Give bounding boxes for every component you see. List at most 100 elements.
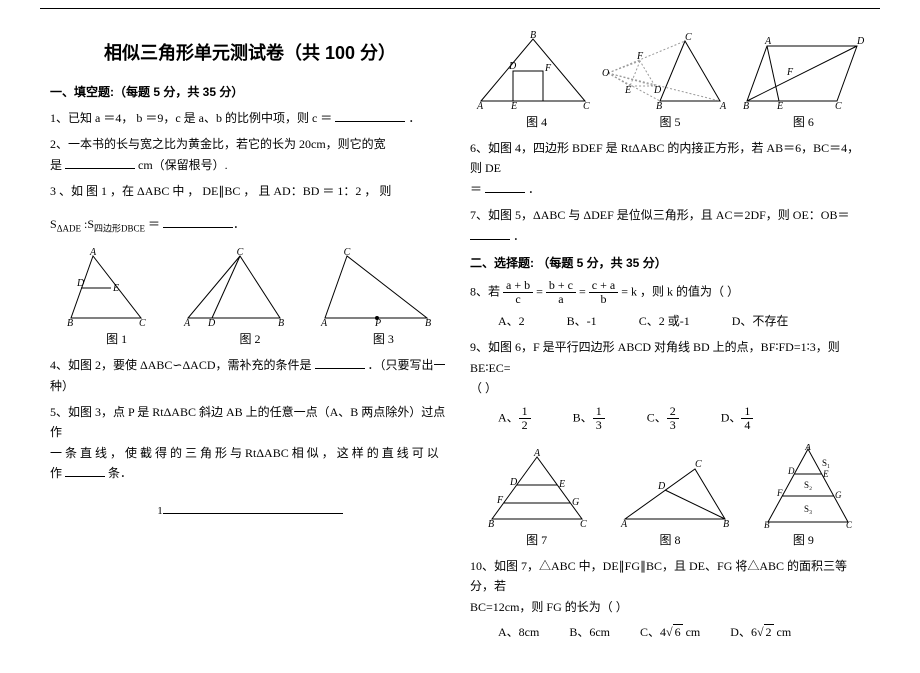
q10Dr: 2: [764, 624, 774, 639]
q8-choices: A、2 B、-1 C、2 或-1 D、不存在: [470, 312, 870, 329]
q4: 4、如图 2，要使 ΔABC∽ΔACD，需补充的条件是 ．（只要写出一种）: [50, 355, 450, 396]
q9-optB: B、13: [573, 405, 605, 432]
fig7-label: 图 7: [470, 531, 603, 548]
svg-text:A: A: [183, 318, 191, 328]
q9a: 9、如图 6，F 是平行四边形 ABCD 对角线 BD 上的点，BF∶FD=1∶…: [470, 340, 840, 374]
q8b: ，则 k 的值为（ ）: [640, 284, 739, 298]
q8-frac3: c + ab: [589, 279, 618, 306]
svg-text:S₃: S₃: [804, 504, 812, 514]
figlabels-7-9: 图 7 图 8 图 9: [470, 531, 870, 548]
q2: 2、一本书的长与宽之比为黄金比，若它的长为 20cm，则它的宽 是 cm（保留根…: [50, 134, 450, 175]
q7-blank: [470, 227, 510, 240]
svg-text:E: E: [822, 469, 829, 479]
q10Cl: C、: [640, 625, 660, 639]
q10-optD: D、6√2 cm: [730, 623, 791, 640]
q9Ad: 2: [519, 419, 531, 432]
q9Cd: 3: [667, 419, 679, 432]
q7a: 7、如图 5，ΔABC 与 ΔDEF 是位似三角形，且 AC＝2DF，则 OE：…: [470, 208, 849, 222]
figure3-svg: C A P B: [317, 248, 437, 328]
q10-optA: A、8cm: [498, 623, 539, 640]
svg-text:S₁: S₁: [822, 458, 830, 468]
figlabels-4-6: 图 4 图 5 图 6: [470, 113, 870, 130]
page: 相似三角形单元测试卷（共 100 分） 一、填空题:（每题 5 分，共 35 分…: [0, 9, 920, 648]
svg-text:D: D: [787, 466, 795, 476]
figure5-svg: O F E D C B A: [600, 31, 730, 111]
fig9-label: 图 9: [737, 531, 870, 548]
fig2-label: 图 2: [183, 330, 316, 347]
svg-text:F: F: [776, 488, 783, 498]
svg-text:C: C: [580, 519, 587, 529]
q1-blank: [335, 109, 405, 122]
q8a: 8、若: [470, 284, 500, 298]
q9-optA: A、12: [498, 405, 531, 432]
q3-sub2: 四边形DBCE: [94, 223, 145, 233]
figure1-svg: A D E B C: [63, 248, 153, 328]
svg-text:A: A: [805, 444, 812, 452]
q3: 3 、如 图 1 ，在 ΔABC 中 ， DE∥BC ， 且 AD：BD ＝ 1…: [50, 181, 450, 201]
q10-choices: A、8cm B、6cm C、4√6 cm D、6√2 cm: [470, 623, 870, 640]
svg-text:G: G: [572, 497, 579, 508]
page-footer: 1: [50, 502, 450, 517]
figure7-svg: A D E F G B C: [482, 449, 592, 529]
figrow-4-6: B D F A E C O F E D C B: [470, 31, 870, 111]
q10Du: cm: [774, 625, 792, 639]
q2b: 是: [50, 158, 62, 172]
q10-optB: B、6cm: [569, 623, 610, 640]
svg-text:E: E: [510, 101, 517, 111]
svg-text:A: A: [719, 101, 727, 111]
q6: 6、如图 4，四边形 BDEF 是 RtΔABC 的内接正方形，若 AB＝6，B…: [470, 138, 870, 199]
q9Dn: 1: [741, 405, 753, 419]
q2c: cm（保留根号）.: [138, 158, 228, 172]
section2-head: 二、选择题: （每题 5 分，共 35 分）: [470, 254, 870, 271]
svg-text:E: E: [624, 85, 631, 96]
q3-blank: [163, 215, 233, 228]
svg-text:C: C: [695, 459, 702, 470]
svg-text:D: D: [207, 318, 216, 328]
fig4-label: 图 4: [470, 113, 603, 130]
svg-text:C: C: [835, 101, 842, 111]
q9Bd: 3: [593, 419, 605, 432]
q8-optD: D、不存在: [732, 312, 789, 329]
q5: 5、如图 3，点 P 是 RtΔABC 斜边 AB 上的任意一点（A、B 两点除…: [50, 402, 450, 484]
q10b: BC=12cm，则 FG 的长为（ ）: [470, 600, 628, 614]
q8f2n: b + c: [546, 279, 576, 293]
q5a: 5、如图 3，点 P 是 RtΔABC 斜边 AB 上的任意一点（A、B 两点除…: [50, 405, 445, 439]
q8-frac1: a + bc: [503, 279, 533, 306]
svg-text:B: B: [743, 101, 749, 111]
q6a: 6、如图 4，四边形 BDEF 是 RtΔABC 的内接正方形，若 AB＝6，B…: [470, 141, 859, 175]
svg-text:A: A: [620, 519, 628, 529]
svg-text:B: B: [425, 318, 431, 328]
q8f1d: c: [503, 293, 533, 306]
svg-text:S₂: S₂: [804, 480, 812, 490]
q9Cl: C、: [647, 410, 667, 424]
svg-text:C: C: [685, 32, 692, 43]
svg-text:A: A: [476, 101, 484, 111]
q9Cn: 2: [667, 405, 679, 419]
q7b: ．: [513, 229, 525, 243]
fig8-label: 图 8: [603, 531, 736, 548]
svg-text:O: O: [602, 68, 609, 79]
svg-text:F: F: [496, 495, 504, 506]
svg-text:A: A: [89, 248, 97, 258]
svg-text:D: D: [653, 85, 662, 96]
svg-text:C: C: [237, 248, 244, 258]
svg-text:F: F: [544, 63, 552, 74]
q8f3n: c + a: [589, 279, 618, 293]
q10: 10、如图 7，△ABC 中，DE∥FG∥BC，且 DE、FG 将△ABC 的面…: [470, 556, 870, 617]
figlabels-1-3: 图 1 图 2 图 3: [50, 330, 450, 347]
svg-text:E: E: [776, 101, 783, 111]
svg-text:D: D: [509, 477, 518, 488]
figure8-svg: C D A B: [615, 449, 735, 529]
q3-expr: SΔADE :S四边形DBCE ＝ ．: [50, 214, 450, 237]
q1-text: 1、已知 a ＝4， b ＝9，c 是 a、b 的比例中项，则 c ＝: [50, 111, 332, 125]
q9-optD: D、14: [721, 405, 754, 432]
section1-head: 一、填空题:（每题 5 分，共 35 分）: [50, 83, 450, 100]
left-column: 相似三角形单元测试卷（共 100 分） 一、填空题:（每题 5 分，共 35 分…: [40, 19, 460, 648]
q10-optC: C、4√6 cm: [640, 623, 700, 640]
svg-text:D: D: [657, 481, 666, 492]
svg-text:A: A: [764, 36, 772, 47]
svg-text:G: G: [835, 490, 842, 500]
q3-mid: :S: [81, 217, 94, 231]
q8f2d: a: [546, 293, 576, 306]
figure9-svg: A S₁ D E S₂ F G S₃ B C: [758, 444, 858, 529]
